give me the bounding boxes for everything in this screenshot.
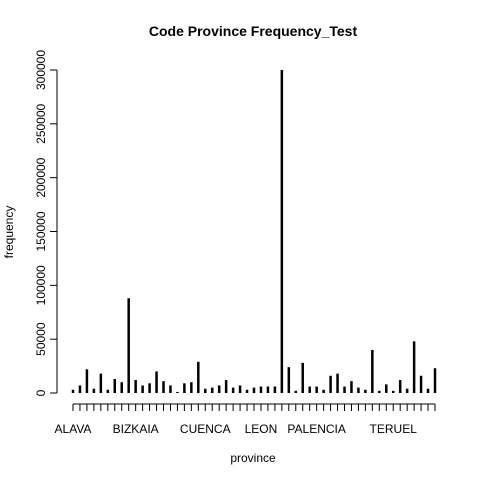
y-tick-label: 100000 bbox=[34, 265, 48, 305]
y-tick-label: 0 bbox=[34, 389, 48, 396]
y-tick-label: 250000 bbox=[34, 103, 48, 143]
x-tick-label: ALAVA bbox=[55, 422, 92, 436]
x-axis-label: province bbox=[230, 451, 276, 465]
y-tick-label: 50000 bbox=[34, 322, 48, 356]
y-tick-label: 300000 bbox=[34, 50, 48, 90]
y-tick-label: 200000 bbox=[34, 157, 48, 197]
x-tick-label: LEON bbox=[245, 422, 278, 436]
x-tick-label: BIZKAIA bbox=[113, 422, 159, 436]
y-tick-label: 150000 bbox=[34, 211, 48, 251]
x-tick-label: TERUEL bbox=[370, 422, 418, 436]
x-tick-label: PALENCIA bbox=[287, 422, 345, 436]
x-tick-label: CUENCA bbox=[180, 422, 231, 436]
chart-title: Code Province Frequency_Test bbox=[149, 23, 358, 39]
y-axis-label: frequency bbox=[2, 206, 16, 259]
